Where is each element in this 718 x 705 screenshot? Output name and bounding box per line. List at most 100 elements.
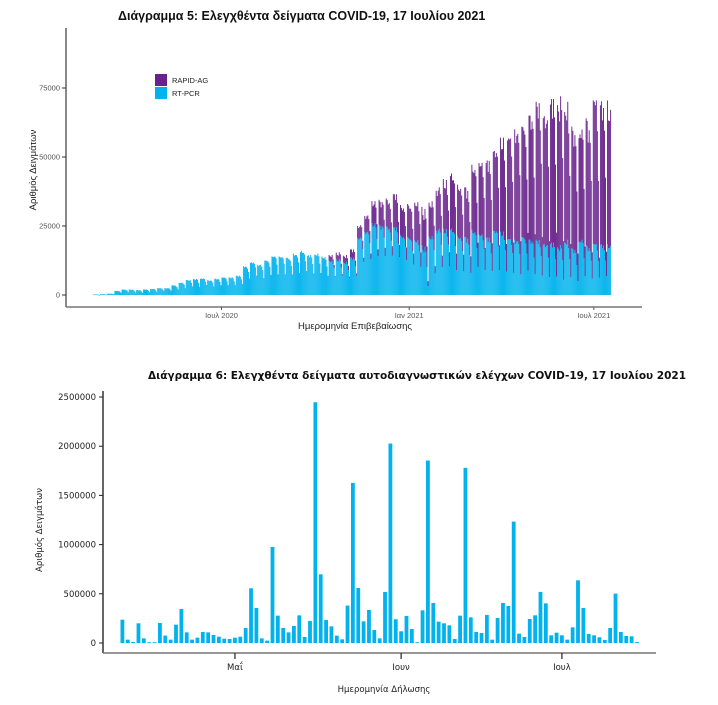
bar-rt-pcr	[483, 249, 485, 295]
bar-rapid-ag	[504, 160, 505, 241]
bar-rapid-ag	[532, 128, 534, 244]
bar-rt-pcr	[153, 288, 155, 295]
bar-rt-pcr	[555, 259, 556, 295]
bar-rt-pcr	[316, 255, 318, 295]
bar-rapid-ag	[339, 254, 341, 261]
bar-rapid-ag	[509, 139, 511, 240]
bar-rt-pcr	[196, 278, 197, 295]
bar-rapid-ag	[430, 207, 432, 240]
bar-rapid-ag	[594, 105, 596, 245]
bar-rt-pcr	[345, 261, 347, 295]
bar-rapid-ag	[584, 246, 586, 277]
bar-rt-pcr	[165, 288, 167, 295]
bar-rapid-ag	[367, 215, 369, 232]
bar-rapid-ag	[365, 218, 367, 235]
bar-rt-pcr	[470, 272, 472, 295]
bar-rapid-ag	[544, 128, 546, 248]
bar-rapid-ag	[465, 187, 467, 238]
bar-rapid-ag	[462, 214, 464, 252]
bar-rt-pcr	[341, 275, 343, 295]
bar-rt-pcr	[342, 262, 344, 295]
bar-rt-pcr	[416, 242, 418, 295]
bar-rt-pcr	[567, 239, 569, 295]
bar-rt-pcr	[108, 293, 110, 295]
bar-rt-pcr	[135, 290, 137, 295]
bar-rapid-ag	[412, 228, 414, 251]
bar-rt-pcr	[387, 229, 389, 295]
bar	[495, 618, 500, 643]
bar-rt-pcr	[349, 278, 350, 295]
bar-rapid-ag	[523, 130, 525, 239]
bar-rapid-ag	[505, 187, 507, 251]
bar-rt-pcr	[177, 289, 179, 295]
bar-rapid-ag	[419, 224, 421, 252]
bar-rt-pcr	[327, 275, 329, 295]
bar-rt-pcr	[336, 261, 338, 295]
bar-rt-pcr	[97, 294, 99, 296]
bar	[463, 467, 468, 643]
bar-rapid-ag	[439, 194, 441, 233]
bar	[501, 602, 505, 643]
bar-rt-pcr	[606, 276, 607, 295]
bar-rapid-ag	[387, 204, 389, 230]
bar-rt-pcr	[238, 275, 240, 295]
bar-rt-pcr	[150, 289, 152, 295]
bar-rapid-ag	[565, 115, 567, 244]
bar-rapid-ag	[389, 208, 391, 233]
bar-rt-pcr	[116, 290, 118, 295]
bar-rt-pcr	[295, 255, 297, 295]
bar-rt-pcr	[521, 237, 523, 295]
bar	[265, 640, 270, 643]
bar-rt-pcr	[376, 238, 378, 295]
bar-rt-pcr	[550, 242, 552, 295]
bar-rt-pcr	[163, 290, 165, 295]
bar-rt-pcr	[264, 260, 266, 295]
y-axis-label: Αριθμός Δειγμάτων	[28, 129, 39, 210]
bar-rapid-ag	[418, 211, 420, 246]
bar-rt-pcr	[460, 237, 462, 295]
bar-rapid-ag	[588, 130, 590, 249]
bar-rapid-ag	[383, 219, 385, 238]
bar-rt-pcr	[211, 280, 213, 295]
bar-rapid-ag	[507, 140, 509, 240]
bar	[350, 482, 355, 643]
bar-rapid-ag	[526, 179, 528, 254]
bar-rt-pcr	[487, 241, 489, 295]
bar-rapid-ag	[460, 188, 462, 238]
bar-rt-pcr	[134, 292, 136, 295]
bar-rapid-ag	[399, 244, 400, 258]
bar-rt-pcr	[331, 260, 333, 295]
bar-rapid-ag	[585, 118, 587, 246]
bar-rt-pcr	[356, 275, 358, 295]
bar-rapid-ag	[415, 205, 417, 243]
x-tick-label: Ιουλ 2021	[577, 311, 610, 320]
y-axis-label: Αριθμός Δειγμάτων	[34, 488, 45, 572]
bar	[222, 638, 227, 643]
bar-rt-pcr	[441, 266, 443, 295]
bar-rt-pcr	[361, 239, 363, 295]
bar-rt-pcr	[132, 289, 134, 295]
bar	[581, 607, 586, 643]
bar-rt-pcr	[334, 277, 336, 295]
bar-rt-pcr	[207, 280, 209, 295]
bar	[490, 639, 495, 643]
bar-rapid-ag	[359, 226, 361, 239]
bar-rapid-ag	[410, 208, 412, 240]
bar-rapid-ag	[331, 254, 333, 261]
bar-rt-pcr	[408, 237, 410, 295]
bar-rapid-ag	[601, 120, 603, 249]
bar-rapid-ag	[556, 232, 558, 277]
bar	[404, 615, 409, 643]
bar-rt-pcr	[354, 259, 356, 295]
bar-rt-pcr	[520, 274, 522, 295]
bar-rt-pcr	[488, 237, 490, 295]
bar-rt-pcr	[512, 253, 514, 295]
bar-rt-pcr	[130, 289, 132, 295]
bar-rt-pcr	[269, 266, 271, 295]
bar-rt-pcr	[433, 250, 435, 295]
bar-rt-pcr	[180, 282, 182, 295]
bar-rapid-ag	[471, 164, 473, 230]
bar-rapid-ag	[540, 163, 542, 257]
bar-rt-pcr	[490, 253, 492, 295]
bar-rt-pcr	[477, 266, 479, 295]
